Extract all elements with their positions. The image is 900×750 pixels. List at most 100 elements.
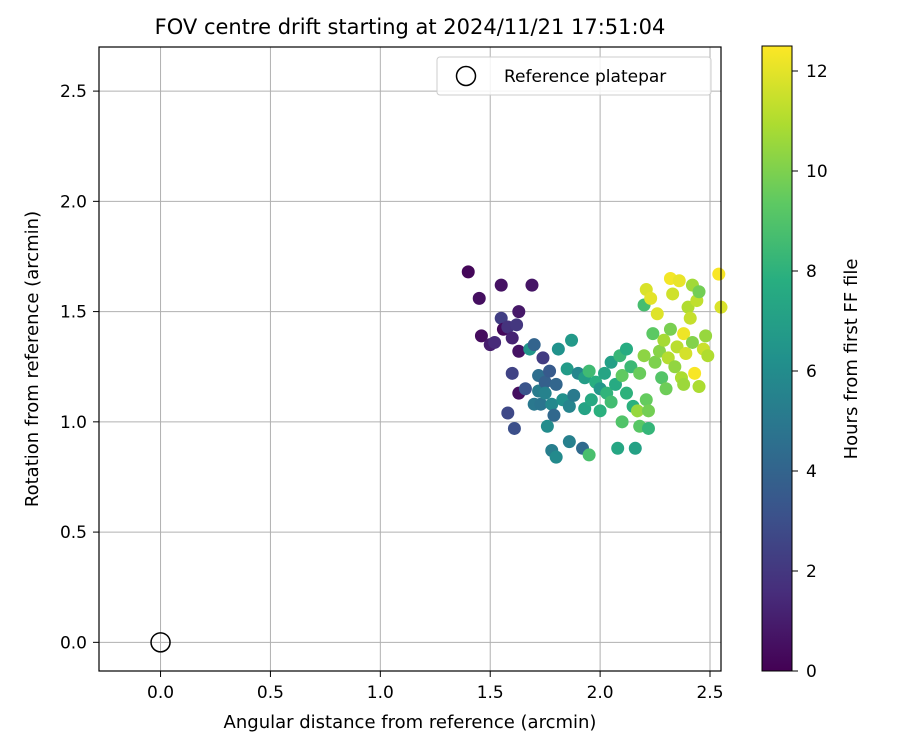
x-tick-label: 1.0 [367, 683, 394, 703]
data-point [655, 371, 669, 385]
data-point [582, 448, 596, 462]
data-point [534, 397, 548, 411]
y-tick-label: 1.0 [60, 413, 87, 433]
data-point [488, 335, 502, 349]
data-point [505, 366, 519, 380]
data-point [688, 366, 702, 380]
data-point [611, 441, 625, 455]
legend: Reference platepar [436, 56, 712, 96]
colorbar-tick-label: 8 [806, 262, 817, 282]
data-point [679, 346, 693, 360]
x-tick-label: 0.0 [147, 683, 174, 703]
data-point [637, 349, 651, 363]
reference-marker-layer [150, 632, 171, 653]
data-point [510, 318, 524, 332]
data-point [536, 351, 550, 365]
legend-entry-reference: Reference platepar [504, 67, 666, 87]
data-point [648, 355, 662, 369]
data-point [668, 360, 682, 374]
data-point [615, 369, 629, 383]
data-point [663, 322, 677, 336]
grid-lines [99, 47, 721, 671]
data-point [565, 333, 579, 347]
data-point [540, 419, 554, 433]
data-point [567, 388, 581, 402]
data-point [505, 331, 519, 345]
data-point [512, 305, 526, 319]
data-point [512, 344, 526, 358]
data-point [501, 406, 515, 420]
data-point [666, 287, 680, 301]
data-point [650, 307, 664, 321]
data-point [472, 291, 486, 305]
data-point [494, 278, 508, 292]
y-tick-label: 2.5 [60, 82, 87, 102]
data-point [639, 393, 653, 407]
data-point [692, 380, 706, 394]
colorbar [761, 45, 793, 672]
data-point [683, 311, 697, 325]
data-point [641, 421, 655, 435]
data-point [461, 265, 475, 279]
plot-frame [98, 46, 722, 672]
data-point [659, 382, 673, 396]
data-point [584, 393, 598, 407]
data-point [604, 395, 618, 409]
data-point [543, 364, 557, 378]
data-point [551, 342, 565, 356]
data-point [677, 327, 691, 341]
y-tick-label: 0.5 [60, 523, 87, 543]
data-points [461, 265, 728, 464]
data-point [538, 375, 552, 389]
y-tick-label: 1.5 [60, 303, 87, 323]
data-point [507, 421, 521, 435]
data-point [644, 291, 658, 305]
data-point [582, 364, 596, 378]
x-axis-ticks: 0.0 0.5 1.0 1.5 2.0 2.5 [147, 671, 724, 703]
data-point [657, 333, 671, 347]
data-point [619, 342, 633, 356]
colorbar-tick-label: 10 [806, 162, 828, 182]
x-axis-label: Angular distance from reference (arcmin) [224, 712, 597, 733]
data-point [547, 408, 561, 422]
y-axis-ticks: 0.0 0.5 1.0 1.5 2.0 2.5 [60, 82, 99, 653]
y-tick-label: 2.0 [60, 192, 87, 212]
x-tick-label: 2.5 [696, 683, 723, 703]
colorbar-tick-label: 4 [806, 462, 817, 482]
colorbar-tick-label: 6 [806, 362, 817, 382]
data-point [549, 377, 563, 391]
chart-title: FOV centre drift starting at 2024/11/21 … [155, 15, 666, 39]
legend-reference-marker [455, 65, 477, 87]
data-point [672, 274, 686, 288]
legend-box [436, 56, 712, 96]
colorbar-label: Hours from first FF file [841, 259, 862, 460]
x-tick-label: 1.5 [477, 683, 504, 703]
data-point [619, 386, 633, 400]
colorbar-tick-label: 0 [806, 662, 817, 682]
colorbar-tick-label: 12 [806, 62, 828, 82]
data-point [560, 362, 574, 376]
data-point [630, 404, 644, 418]
data-point [699, 329, 713, 343]
data-point [701, 349, 715, 363]
data-point [598, 366, 612, 380]
data-point [633, 366, 647, 380]
data-point [712, 267, 726, 281]
data-point [562, 435, 576, 449]
x-tick-label: 0.5 [257, 683, 284, 703]
data-point [549, 450, 563, 464]
data-point [562, 399, 576, 413]
x-tick-label: 2.0 [587, 683, 614, 703]
y-axis-label: Rotation from reference (arcmin) [22, 211, 43, 507]
reference-platepar-marker [150, 632, 171, 653]
colorbar-tick-label: 2 [806, 562, 817, 582]
data-point [628, 441, 642, 455]
data-point [545, 397, 559, 411]
data-point [685, 335, 699, 349]
data-point [677, 377, 691, 391]
data-point [593, 404, 607, 418]
data-point [527, 338, 541, 352]
data-point [641, 404, 655, 418]
data-point [474, 329, 488, 343]
